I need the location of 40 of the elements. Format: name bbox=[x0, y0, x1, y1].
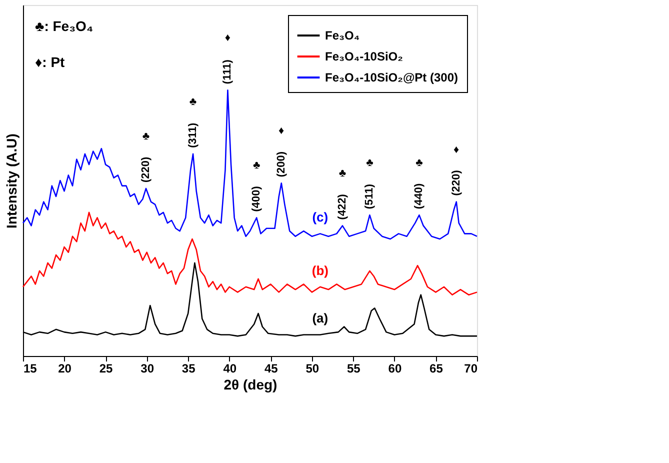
x-tick-label: 30 bbox=[140, 362, 154, 376]
x-tick-label: 20 bbox=[58, 362, 72, 376]
x-axis-title: 2θ (deg) bbox=[224, 376, 278, 392]
annotation: ♦ bbox=[278, 125, 285, 138]
x-tick-label: 70 bbox=[464, 362, 478, 376]
annotation: ♣ bbox=[189, 96, 197, 108]
x-tick-label: 35 bbox=[182, 362, 196, 376]
legend-label: Fe₃O₄-10SiO₂ bbox=[325, 50, 403, 64]
annotation: (a) bbox=[312, 310, 328, 326]
x-tick-label: 55 bbox=[347, 362, 361, 376]
x-tick-label: 60 bbox=[388, 362, 402, 376]
annotation: (440) bbox=[413, 183, 426, 210]
legend-label: Fe₃O₄ bbox=[325, 28, 360, 42]
annotation: ♣ bbox=[252, 160, 260, 172]
x-tick-label: 45 bbox=[264, 362, 278, 376]
annotation: ♦ bbox=[454, 144, 460, 156]
annotation: (511) bbox=[364, 184, 376, 210]
annotation: ♣ bbox=[366, 157, 374, 170]
x-tick-label: 65 bbox=[430, 362, 444, 376]
text: ♣: Fe₃O₄ bbox=[35, 18, 94, 34]
annotation: (200) bbox=[275, 151, 288, 178]
annotation: ♣ bbox=[338, 168, 346, 180]
x-tick-label: 40 bbox=[223, 362, 237, 376]
legend-label: Fe₃O₄-10SiO₂@Pt (300) bbox=[325, 70, 458, 84]
annotation: (422) bbox=[336, 194, 348, 220]
x-tick-label: 50 bbox=[306, 362, 320, 376]
annotation: (400) bbox=[250, 186, 263, 212]
annotation: (220) bbox=[140, 156, 152, 182]
annotation: ♣ bbox=[142, 130, 150, 142]
annotation: (311) bbox=[187, 122, 200, 148]
x-tick-label: 15 bbox=[24, 362, 38, 376]
annotation: (b) bbox=[312, 262, 328, 278]
annotation: (c) bbox=[312, 210, 328, 225]
text: ♦ bbox=[224, 32, 231, 44]
y-axis-title: Intensity (A.U) bbox=[4, 134, 20, 228]
annotation: (111) bbox=[222, 59, 234, 84]
text: ♦: Pt bbox=[35, 54, 66, 70]
x-tick-label: 25 bbox=[99, 362, 114, 376]
annotation: ♣ bbox=[416, 157, 423, 170]
annotation: (220) bbox=[450, 170, 462, 196]
